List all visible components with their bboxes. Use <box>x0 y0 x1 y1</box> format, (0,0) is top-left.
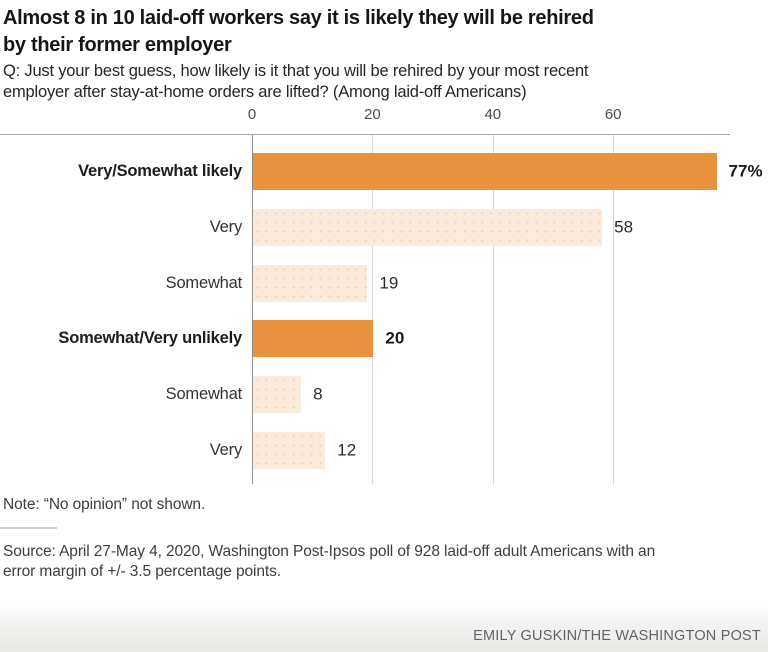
bar <box>253 153 717 190</box>
value-label: 8 <box>313 384 323 404</box>
credit-band: EMILY GUSKIN/THE WASHINGTON POST <box>0 604 768 652</box>
x-tick-label: 60 <box>604 106 622 123</box>
bar <box>253 376 302 413</box>
source-line-1: Source: April 27-May 4, 2020, Washington… <box>3 543 656 560</box>
bar <box>253 209 603 246</box>
gridline <box>492 135 494 484</box>
bar <box>253 320 374 357</box>
credit-text: EMILY GUSKIN/THE WASHINGTON POST <box>473 628 761 644</box>
bar-row: Very/Somewhat likely 77% <box>0 153 768 190</box>
x-tick-label: 0 <box>247 106 257 123</box>
chart-question-line-2: employer after stay-at-home orders are l… <box>3 83 527 101</box>
value-label: 19 <box>379 273 399 293</box>
category-label: Very/Somewhat likely <box>78 161 242 180</box>
x-axis-line <box>0 134 730 135</box>
chart-title-line-1: Almost 8 in 10 laid-off workers say it i… <box>3 7 594 29</box>
y-axis-line <box>252 135 253 484</box>
category-label: Very <box>209 217 242 236</box>
bar <box>253 432 326 469</box>
bar-row: Somewhat 19 <box>0 265 768 302</box>
chart-question: Q: Just your best guess, how likely is i… <box>3 61 589 103</box>
x-tick-label: 20 <box>364 106 381 123</box>
gridline <box>372 135 374 484</box>
bar-row: Somewhat/Very unlikely 20 <box>0 320 768 357</box>
value-label: 20 <box>385 328 405 348</box>
category-label: Somewhat <box>165 273 243 292</box>
source-line-2: error margin of +/- 3.5 percentage point… <box>3 563 281 580</box>
chart-question-line-1: Q: Just your best guess, how likely is i… <box>3 62 589 80</box>
source-text: Source: April 27-May 4, 2020, Washington… <box>3 542 655 582</box>
chart-title: Almost 8 in 10 laid-off workers say it i… <box>3 5 594 59</box>
x-tick-label: 40 <box>484 106 502 123</box>
category-label: Somewhat/Very unlikely <box>58 328 242 347</box>
value-label: 58 <box>614 217 634 237</box>
value-label: 77% <box>728 161 763 181</box>
bar-row: Somewhat 8 <box>0 376 768 413</box>
chart-title-line-2: by their former employer <box>3 34 232 56</box>
gridline <box>613 135 615 484</box>
category-label: Very <box>209 440 242 459</box>
bar <box>253 265 368 302</box>
category-label: Somewhat <box>165 384 243 403</box>
bar-row: Very 58 <box>0 209 768 246</box>
note-divider <box>0 527 57 529</box>
note-text: Note: “No opinion” not shown. <box>3 496 206 513</box>
value-label: 12 <box>337 440 357 460</box>
bar-row: Very 12 <box>0 432 768 469</box>
